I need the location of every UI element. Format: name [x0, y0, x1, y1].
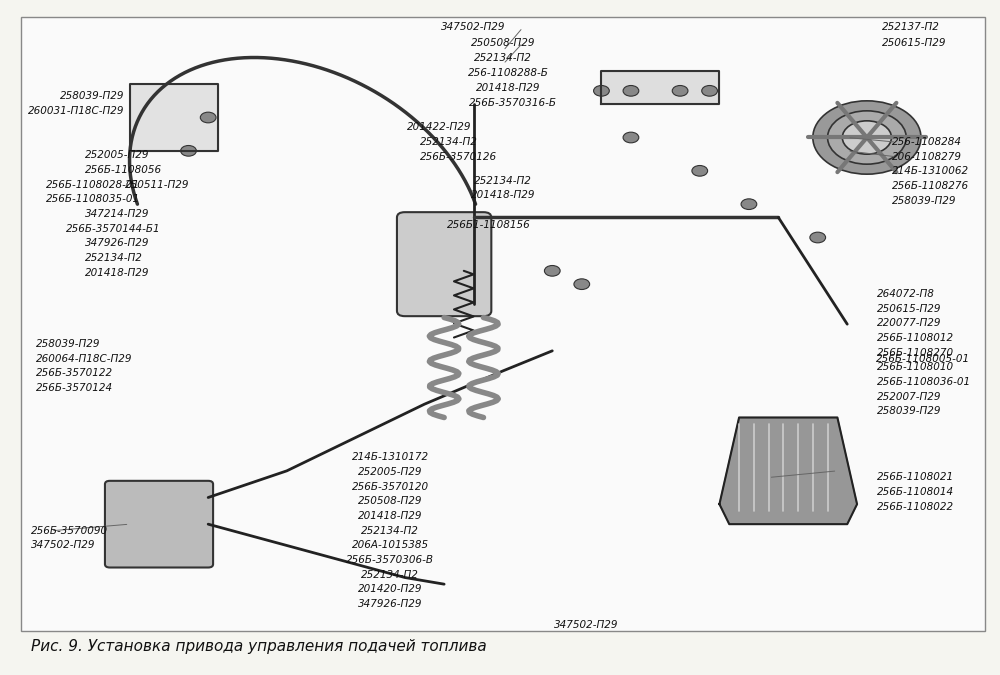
- Circle shape: [574, 279, 590, 290]
- Circle shape: [544, 265, 560, 276]
- Text: 256Б-1108012: 256Б-1108012: [877, 333, 954, 343]
- Circle shape: [623, 86, 639, 96]
- Text: 201418-П29: 201418-П29: [476, 83, 540, 93]
- Text: 258039-П29: 258039-П29: [891, 196, 956, 206]
- Text: 347214-П29: 347214-П29: [85, 209, 150, 219]
- Circle shape: [702, 86, 717, 96]
- Text: 347926-П29: 347926-П29: [85, 238, 150, 248]
- Text: 206-1108279: 206-1108279: [891, 152, 961, 162]
- Text: 201418-П29: 201418-П29: [358, 511, 422, 521]
- Text: 206А-1015385: 206А-1015385: [351, 541, 429, 551]
- Text: 201418-П29: 201418-П29: [471, 190, 535, 200]
- Text: 256Б-1108010: 256Б-1108010: [877, 362, 954, 373]
- Text: 250508-П29: 250508-П29: [358, 497, 422, 506]
- Circle shape: [623, 132, 639, 143]
- Polygon shape: [601, 71, 719, 104]
- Text: 256Б-1108022: 256Б-1108022: [877, 502, 954, 512]
- Text: 252134-П2: 252134-П2: [361, 570, 419, 580]
- Text: 252005-П29: 252005-П29: [358, 467, 422, 477]
- Circle shape: [813, 101, 921, 174]
- Text: 201418-П29: 201418-П29: [85, 268, 150, 278]
- Text: 258039-П29: 258039-П29: [60, 91, 125, 101]
- Text: 256Б-3570122: 256Б-3570122: [36, 369, 113, 379]
- Text: 220077-П29: 220077-П29: [877, 319, 941, 329]
- FancyBboxPatch shape: [21, 18, 985, 631]
- Text: 256Б-3570316-Б: 256Б-3570316-Б: [469, 99, 557, 109]
- Circle shape: [741, 199, 757, 209]
- Text: 252137-П2: 252137-П2: [882, 22, 940, 32]
- FancyBboxPatch shape: [105, 481, 213, 568]
- Text: 256Б-1108270: 256Б-1108270: [877, 348, 954, 358]
- Text: 347502-П29: 347502-П29: [31, 541, 96, 551]
- Text: 214Б-1310062: 214Б-1310062: [891, 167, 969, 176]
- Circle shape: [828, 111, 906, 164]
- Text: 264072-П8: 264072-П8: [877, 289, 935, 299]
- Text: 256Б-1108036-01: 256Б-1108036-01: [877, 377, 971, 387]
- Text: 256Б-1108028-01: 256Б-1108028-01: [46, 180, 140, 190]
- Text: 250511-П29: 250511-П29: [125, 180, 189, 190]
- Text: 214Б-1310172: 214Б-1310172: [351, 452, 429, 462]
- Text: 256Б-1108005-01: 256Б-1108005-01: [876, 354, 970, 364]
- Text: 260064-П18С-П29: 260064-П18С-П29: [36, 354, 133, 364]
- Text: 258039-П29: 258039-П29: [877, 406, 941, 416]
- Text: 201420-П29: 201420-П29: [358, 585, 422, 595]
- Text: 347502-П29: 347502-П29: [441, 22, 506, 32]
- Text: 258039-П29: 258039-П29: [36, 339, 101, 349]
- Text: 256Б-3570144-Б1: 256Б-3570144-Б1: [66, 224, 160, 234]
- Text: 201422-П29: 201422-П29: [407, 122, 471, 132]
- FancyBboxPatch shape: [397, 212, 491, 316]
- Text: 252134-П2: 252134-П2: [474, 176, 532, 186]
- Polygon shape: [719, 418, 857, 524]
- Text: 256-1108288-Б: 256-1108288-Б: [468, 68, 548, 78]
- Text: Рис. 9. Установка привода управления подачей топлива: Рис. 9. Установка привода управления под…: [31, 639, 487, 654]
- Circle shape: [200, 112, 216, 123]
- Text: 347926-П29: 347926-П29: [358, 599, 422, 609]
- Circle shape: [594, 86, 609, 96]
- Circle shape: [181, 146, 196, 156]
- Text: 256Б-3570126: 256Б-3570126: [420, 152, 497, 162]
- Text: 250615-П29: 250615-П29: [882, 38, 946, 48]
- Text: 256Б-1108035-01: 256Б-1108035-01: [46, 194, 140, 205]
- Text: 250508-П29: 250508-П29: [471, 38, 535, 48]
- Text: 252134-П2: 252134-П2: [420, 137, 478, 147]
- Text: 256Б-1108276: 256Б-1108276: [891, 181, 969, 191]
- Text: 256Б-1108056: 256Б-1108056: [85, 165, 162, 176]
- Text: 260031-П18С-П29: 260031-П18С-П29: [28, 107, 125, 117]
- Text: 256Б-3570124: 256Б-3570124: [36, 383, 113, 393]
- Text: 252007-П29: 252007-П29: [877, 392, 941, 402]
- Ellipse shape: [115, 484, 203, 564]
- Text: 256Б-3570120: 256Б-3570120: [351, 482, 429, 492]
- Circle shape: [810, 232, 826, 243]
- Text: 252005-П29: 252005-П29: [85, 151, 150, 161]
- Text: 252134-П2: 252134-П2: [85, 253, 143, 263]
- Text: 252134-П2: 252134-П2: [474, 53, 532, 63]
- Circle shape: [842, 121, 891, 154]
- Text: 256Б1-1108156: 256Б1-1108156: [447, 221, 530, 230]
- Text: 256Б-1108014: 256Б-1108014: [877, 487, 954, 497]
- Circle shape: [672, 86, 688, 96]
- Circle shape: [692, 165, 708, 176]
- Text: 252134-П2: 252134-П2: [361, 526, 419, 536]
- Text: 256Б-3570090: 256Б-3570090: [31, 526, 108, 536]
- Text: 256-1108284: 256-1108284: [891, 137, 961, 147]
- Text: 347502-П29: 347502-П29: [554, 620, 619, 630]
- Text: 250615-П29: 250615-П29: [877, 304, 941, 314]
- Text: 256Б-3570306-В: 256Б-3570306-В: [346, 555, 434, 565]
- Polygon shape: [130, 84, 218, 151]
- Text: 256Б-1108021: 256Б-1108021: [877, 472, 954, 483]
